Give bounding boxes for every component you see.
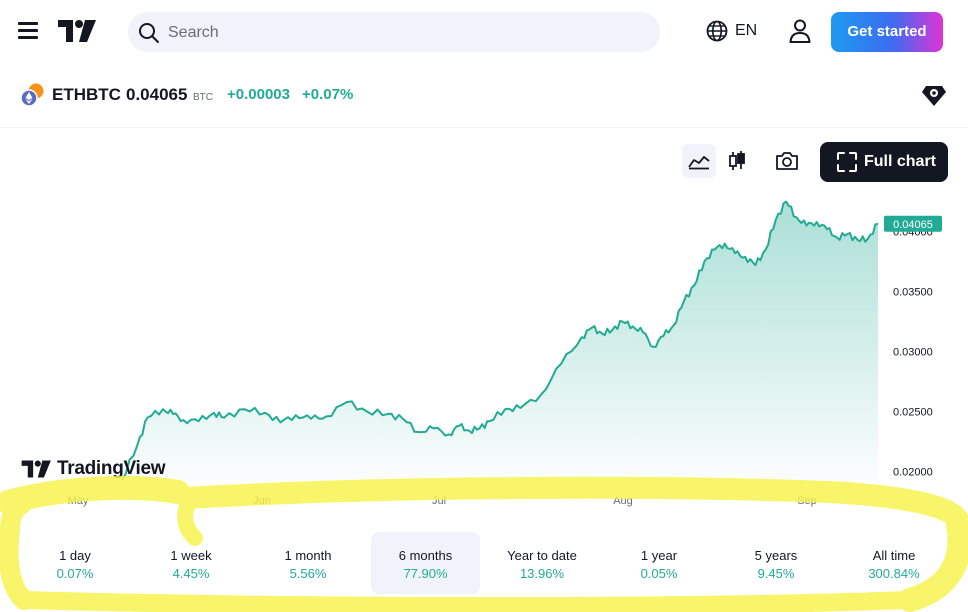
period-selector: 1 day 0.07% 1 week 4.45% 1 month 5.56% 6… [0,532,968,594]
menu-icon[interactable] [18,22,38,40]
x-axis-tick-label: Jul [432,495,446,507]
period-value: 9.45% [757,566,795,581]
header-divider [0,127,968,128]
x-axis-tick-label: Sep [797,495,817,507]
period-value: 0.05% [640,566,678,581]
price-currency: BTC [193,92,213,103]
search-bar[interactable] [128,12,660,54]
chart-price-line [121,200,879,481]
last-price-tag [884,215,942,232]
full-chart-label: Full chart [864,153,937,170]
period-value: 4.45% [172,566,210,581]
period-6-months[interactable]: 6 months 77.90% [371,532,480,594]
eth-btc-pair-icon [20,83,44,107]
period-1-year[interactable]: 1 year 0.05% [614,532,704,594]
period-label: All time [872,548,916,563]
period-label: 5 years [754,548,798,563]
period-value: 77.90% [403,566,448,581]
price-change-percent: +0.07% [302,86,354,103]
y-axis-tick-label: 0.02000 [893,467,933,479]
area-chart-icon [688,156,710,170]
premium-gem-icon[interactable] [921,82,947,108]
chart-area-fill [122,201,878,480]
period-label: 1 year [640,548,678,563]
camera-icon [776,152,798,170]
price-change: +0.00003 [227,86,290,103]
candlestick-icon [729,151,745,170]
period-label: 1 day [59,548,91,563]
search-icon [139,23,159,43]
symbol-name[interactable]: ETHBTC [52,85,121,104]
tradingview-logo[interactable] [58,18,98,44]
tradingview-watermark-text: TradingView [57,458,166,479]
fullscreen-icon [837,152,857,172]
period-label: 1 month [284,548,332,563]
period-1-month[interactable]: 1 month 5.56% [261,532,355,594]
period-value: 13.96% [519,566,565,581]
get-started-button[interactable]: Get started [831,12,943,52]
y-axis-tick-label: 0.03500 [893,287,933,299]
snapshot-button[interactable] [770,144,804,178]
globe-icon[interactable] [706,20,728,42]
period-label: Year to date [507,548,577,563]
period-label: 6 months [398,548,453,563]
tradingview-watermark-logo [21,460,51,478]
x-axis-tick-label: Aug [613,495,633,507]
period-value: 5.56% [289,566,327,581]
period-1-week[interactable]: 1 week 4.45% [146,532,236,594]
y-axis-tick-label: 0.02500 [893,407,933,419]
period-value: 0.07% [56,566,94,581]
candles-chart-button[interactable] [720,144,754,178]
tradingview-watermark: TradingView [20,456,166,482]
x-axis-tick-label: May [68,495,89,507]
search-input[interactable] [166,12,650,54]
symbol-price: 0.04065 [126,85,188,104]
top-navigation: EN Get started [0,0,968,64]
user-icon[interactable] [788,18,812,44]
area-chart-button[interactable] [682,144,716,178]
x-axis-tick-label: Jun [253,495,271,507]
period-label: 1 week [170,548,212,563]
full-chart-button[interactable]: Full chart [820,142,948,182]
period-5-years[interactable]: 5 years 9.45% [730,532,822,594]
period-1-day[interactable]: 1 day 0.07% [30,532,120,594]
period-value: 300.84% [868,566,920,581]
period-all-time[interactable]: All time 300.84% [848,532,940,594]
language-selector[interactable]: EN [735,22,758,39]
y-axis-tick-label: 0.03000 [893,347,933,359]
last-price-label: 0.04065 [893,219,933,231]
period-year-to-date[interactable]: Year to date 13.96% [492,532,592,594]
